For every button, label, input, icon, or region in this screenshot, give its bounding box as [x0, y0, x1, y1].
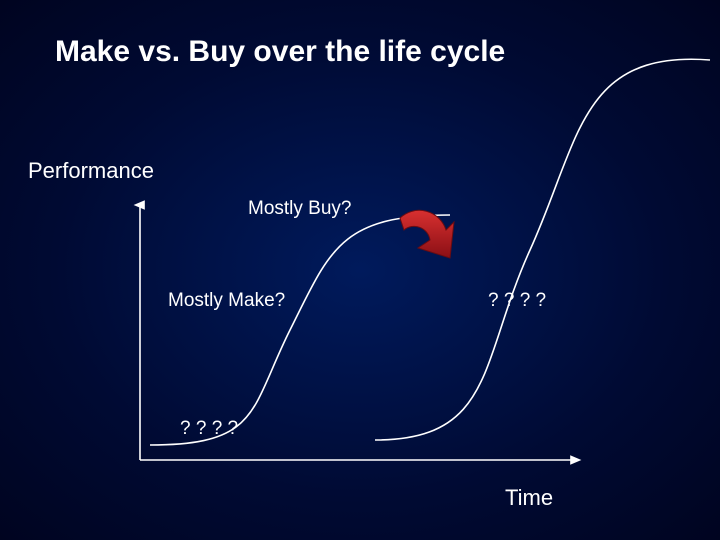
s-curve-1 — [150, 215, 450, 445]
life-cycle-chart — [0, 0, 720, 540]
transition-arrow-icon — [400, 210, 454, 258]
